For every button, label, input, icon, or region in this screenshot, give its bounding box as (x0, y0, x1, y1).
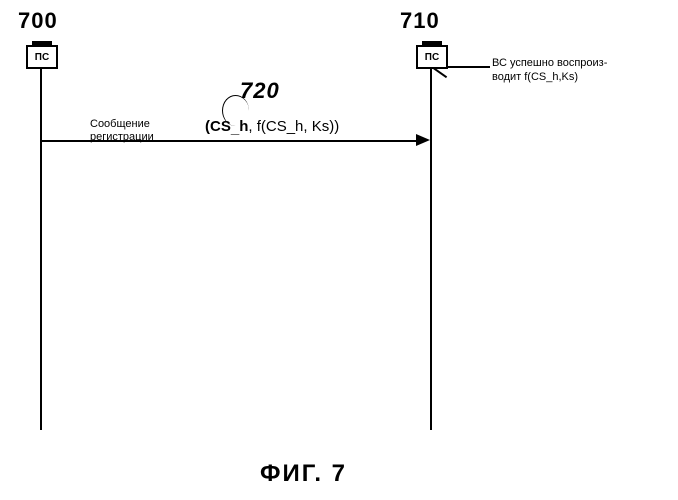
arrow-720-head (416, 134, 430, 146)
note-line1: ВС успешно воспроиз- (492, 56, 607, 70)
actor-left: ПС (26, 45, 58, 69)
ref-710: 710 (400, 8, 440, 34)
reg-line2: регистрации (90, 131, 154, 144)
sequence-diagram: 700 710 720 ПС ПС Сообщение регистрации … (0, 0, 678, 500)
actor-left-label: ПС (35, 52, 49, 63)
figure-caption: ФИГ. 7 (260, 460, 347, 488)
note-line2: водит f(CS_h,Ks) (492, 70, 607, 84)
message-720-text: (CS_h, f(CS_h, Ks)) (205, 118, 339, 135)
tick-left (40, 118, 42, 124)
note-right: ВС успешно воспроиз- водит f(CS_h,Ks) (492, 56, 607, 85)
actor-right-label: ПС (425, 52, 439, 63)
arrow-720 (42, 140, 418, 142)
ref-700: 700 (18, 8, 58, 34)
lifeline-right (430, 67, 432, 430)
note-leader-h (446, 66, 490, 68)
actor-right: ПС (416, 45, 448, 69)
reg-line1: Сообщение (90, 118, 154, 131)
